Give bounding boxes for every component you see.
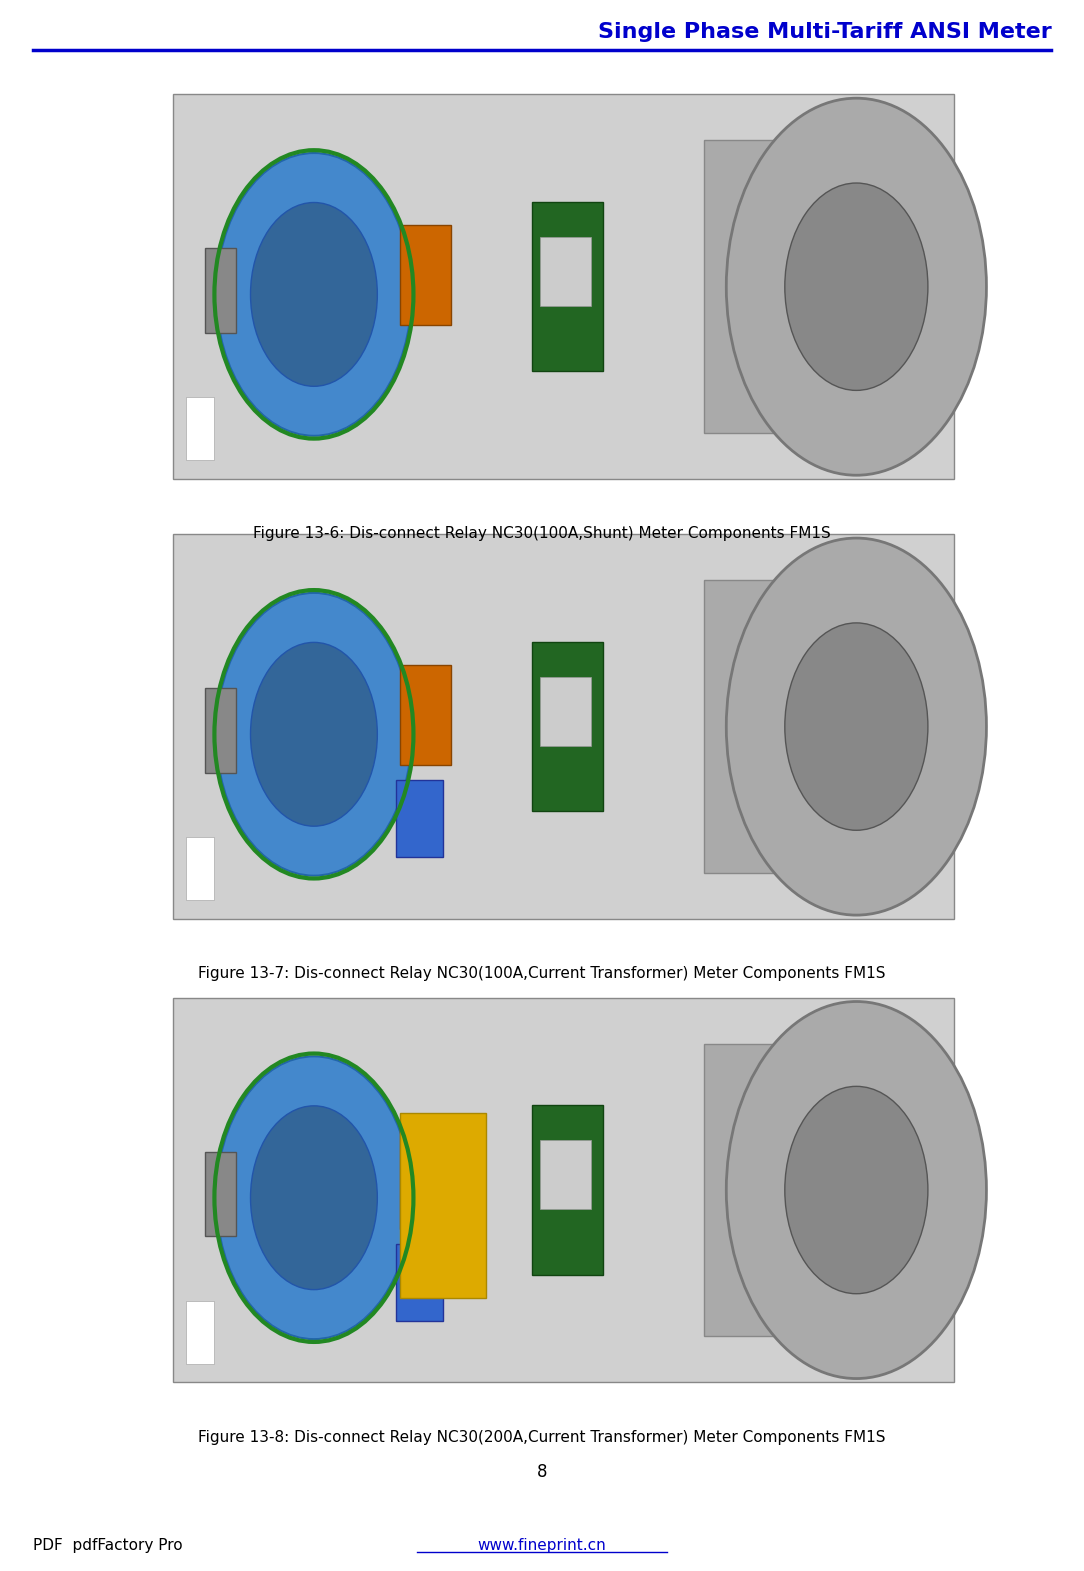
Circle shape (785, 1087, 928, 1295)
FancyBboxPatch shape (705, 580, 813, 873)
FancyBboxPatch shape (532, 1106, 603, 1274)
FancyBboxPatch shape (205, 248, 236, 333)
FancyBboxPatch shape (396, 781, 442, 858)
FancyBboxPatch shape (186, 1301, 214, 1364)
FancyBboxPatch shape (400, 225, 451, 325)
FancyBboxPatch shape (400, 665, 451, 765)
Circle shape (785, 184, 928, 391)
Circle shape (217, 592, 412, 875)
Circle shape (726, 1002, 986, 1379)
FancyBboxPatch shape (205, 1152, 236, 1236)
Circle shape (785, 624, 928, 831)
FancyBboxPatch shape (532, 643, 603, 811)
Circle shape (250, 643, 377, 826)
FancyBboxPatch shape (705, 1043, 813, 1337)
Circle shape (250, 1106, 377, 1290)
FancyBboxPatch shape (173, 998, 954, 1382)
FancyBboxPatch shape (540, 677, 591, 746)
Text: Figure 13-6: Dis-connect Relay NC30(100A,Shunt) Meter Components FM1S: Figure 13-6: Dis-connect Relay NC30(100A… (254, 526, 830, 542)
FancyBboxPatch shape (400, 1114, 486, 1298)
FancyBboxPatch shape (173, 534, 954, 919)
Text: Single Phase Multi-Tariff ANSI Meter: Single Phase Multi-Tariff ANSI Meter (597, 22, 1051, 42)
FancyBboxPatch shape (186, 837, 214, 900)
Text: Figure 13-7: Dis-connect Relay NC30(100A,Current Transformer) Meter Components F: Figure 13-7: Dis-connect Relay NC30(100A… (198, 966, 886, 982)
FancyBboxPatch shape (532, 203, 603, 371)
FancyBboxPatch shape (400, 1128, 451, 1229)
FancyBboxPatch shape (205, 688, 236, 773)
FancyBboxPatch shape (540, 1141, 591, 1210)
Circle shape (726, 99, 986, 476)
Text: Figure 13-8: Dis-connect Relay NC30(200A,Current Transformer) Meter Components F: Figure 13-8: Dis-connect Relay NC30(200A… (198, 1430, 886, 1445)
FancyBboxPatch shape (173, 94, 954, 479)
Circle shape (217, 152, 412, 435)
FancyBboxPatch shape (705, 140, 813, 434)
Circle shape (217, 1056, 412, 1338)
Text: PDF  pdfFactory Pro: PDF pdfFactory Pro (33, 1538, 182, 1554)
Circle shape (250, 203, 377, 386)
FancyBboxPatch shape (186, 397, 214, 460)
Circle shape (726, 539, 986, 914)
Text: 8: 8 (537, 1463, 547, 1481)
FancyBboxPatch shape (540, 237, 591, 306)
Text: www.fineprint.cn: www.fineprint.cn (478, 1538, 606, 1554)
FancyBboxPatch shape (396, 1244, 442, 1321)
